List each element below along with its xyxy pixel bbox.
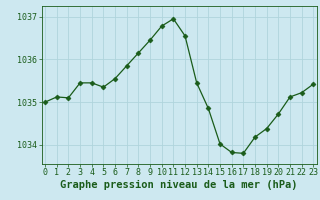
- X-axis label: Graphe pression niveau de la mer (hPa): Graphe pression niveau de la mer (hPa): [60, 180, 298, 190]
